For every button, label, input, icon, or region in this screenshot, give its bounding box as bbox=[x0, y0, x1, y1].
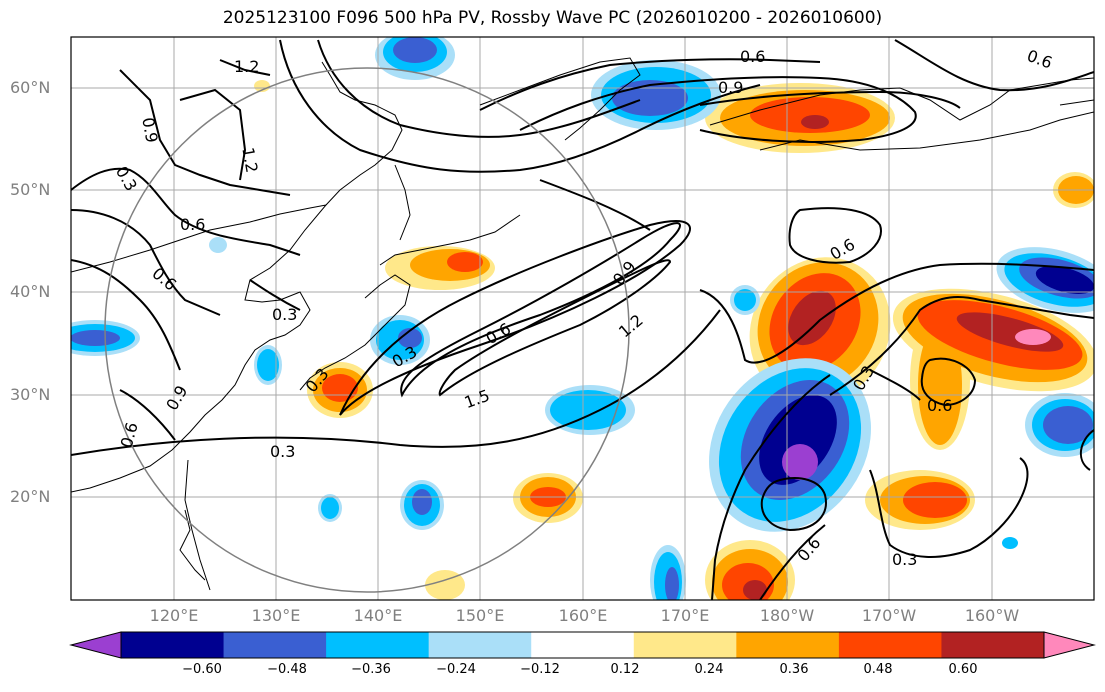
lat-label: 20°N bbox=[10, 487, 51, 506]
contour-label: 1.2 bbox=[234, 57, 259, 76]
map-frame bbox=[70, 36, 1095, 601]
colorbar-segment bbox=[223, 632, 327, 658]
colorbar-tick-label: −0.24 bbox=[436, 662, 476, 677]
colorbar-segment bbox=[633, 632, 737, 658]
colorbar-tick-label: 0.36 bbox=[779, 662, 809, 677]
contour-label: 0.3 bbox=[272, 305, 297, 324]
lon-label: 180°W bbox=[759, 606, 815, 625]
colorbar-segment bbox=[531, 632, 635, 658]
colorbar-tick-label: −0.48 bbox=[267, 662, 307, 677]
colorbar-extend-max bbox=[1043, 631, 1096, 659]
colorbar-tick-label: −0.36 bbox=[351, 662, 391, 677]
lat-label: 40°N bbox=[10, 282, 51, 301]
lon-label: 140°E bbox=[353, 606, 403, 625]
colorbar-tick-label: 0.48 bbox=[863, 662, 893, 677]
lat-label: 50°N bbox=[10, 180, 51, 199]
colorbar-segment bbox=[428, 632, 532, 658]
lat-label: 60°N bbox=[10, 78, 51, 97]
pv-anomaly-fills bbox=[71, 37, 1094, 600]
colorbar-segment bbox=[941, 632, 1045, 658]
projection-circle bbox=[104, 67, 630, 593]
colorbar-tick-label: 0.12 bbox=[610, 662, 640, 677]
colorbar-extend-min bbox=[69, 631, 122, 659]
lon-label: 170°W bbox=[861, 606, 917, 625]
graticule bbox=[71, 37, 1094, 600]
colorbar-tick-label: −0.12 bbox=[520, 662, 560, 677]
colorbar-segment bbox=[736, 632, 840, 658]
colorbar-outline bbox=[120, 631, 1045, 659]
colorbar-tick-label: 0.60 bbox=[948, 662, 978, 677]
colorbar-segment bbox=[121, 632, 225, 658]
lon-label: 130°E bbox=[251, 606, 301, 625]
colorbar-tick-label: −0.60 bbox=[182, 662, 222, 677]
lon-label: 120°E bbox=[149, 606, 199, 625]
colorbar bbox=[69, 631, 1096, 659]
contour-label: 0.3 bbox=[892, 550, 917, 569]
contour-label: 0.3 bbox=[270, 442, 295, 461]
pv-contours bbox=[71, 39, 1094, 600]
colorbar-segment bbox=[838, 632, 942, 658]
colorbar-tick-label: 0.24 bbox=[694, 662, 724, 677]
lon-label: 150°E bbox=[455, 606, 505, 625]
contour-label: 0.9 bbox=[718, 78, 743, 97]
lon-label: 160°W bbox=[964, 606, 1020, 625]
map-title: 2025123100 F096 500 hPa PV, Rossby Wave … bbox=[222, 8, 883, 28]
colorbar-segment bbox=[326, 632, 430, 658]
contour-label: 0.6 bbox=[180, 215, 205, 234]
lon-label: 170°E bbox=[660, 606, 710, 625]
contour-label: 1.2 bbox=[238, 146, 261, 174]
lon-label: 160°E bbox=[558, 606, 608, 625]
contour-label: 0.9 bbox=[138, 116, 161, 144]
lat-label: 30°N bbox=[10, 385, 51, 404]
contour-label: 0.6 bbox=[740, 47, 765, 66]
contour-label: 0.6 bbox=[927, 396, 952, 415]
